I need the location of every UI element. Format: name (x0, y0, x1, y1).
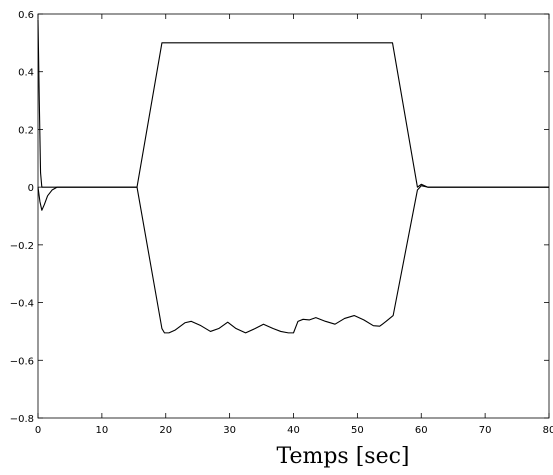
series-lines (37, 19, 549, 334)
y-tick-label: −0.6 (10, 356, 34, 367)
x-tick-label: 20 (159, 425, 172, 436)
x-tick-label: 70 (479, 425, 492, 436)
y-tick-label: 0 (28, 183, 34, 194)
y-tick-label: 0.2 (18, 125, 34, 136)
x-tick-label: 50 (351, 425, 364, 436)
plot-frame (37, 13, 550, 419)
axis-ticks (37, 13, 550, 419)
y-tick-label: 0.4 (18, 68, 34, 79)
x-tick-label: 80 (543, 425, 553, 436)
x-tick-label: 60 (415, 425, 428, 436)
x-tick-label: 30 (223, 425, 236, 436)
x-tick-label: 0 (35, 425, 41, 436)
series-line-1 (37, 19, 549, 188)
x-tick-label: 40 (287, 425, 300, 436)
y-tick-label: −0.8 (10, 414, 34, 425)
x-tick-label: 10 (96, 425, 109, 436)
y-tick-label: −0.2 (10, 241, 34, 252)
y-tick-label: 0.6 (18, 10, 34, 21)
y-tick-label: −0.4 (10, 299, 34, 310)
x-axis-title: Temps [sec] (276, 444, 409, 469)
series-line-2 (37, 185, 549, 334)
axis-tick-labels: 0 10 20 30 40 50 60 70 80 −0.8 −0.6 −0.4 −0.2 0 0.2 0.4… (10, 10, 553, 436)
